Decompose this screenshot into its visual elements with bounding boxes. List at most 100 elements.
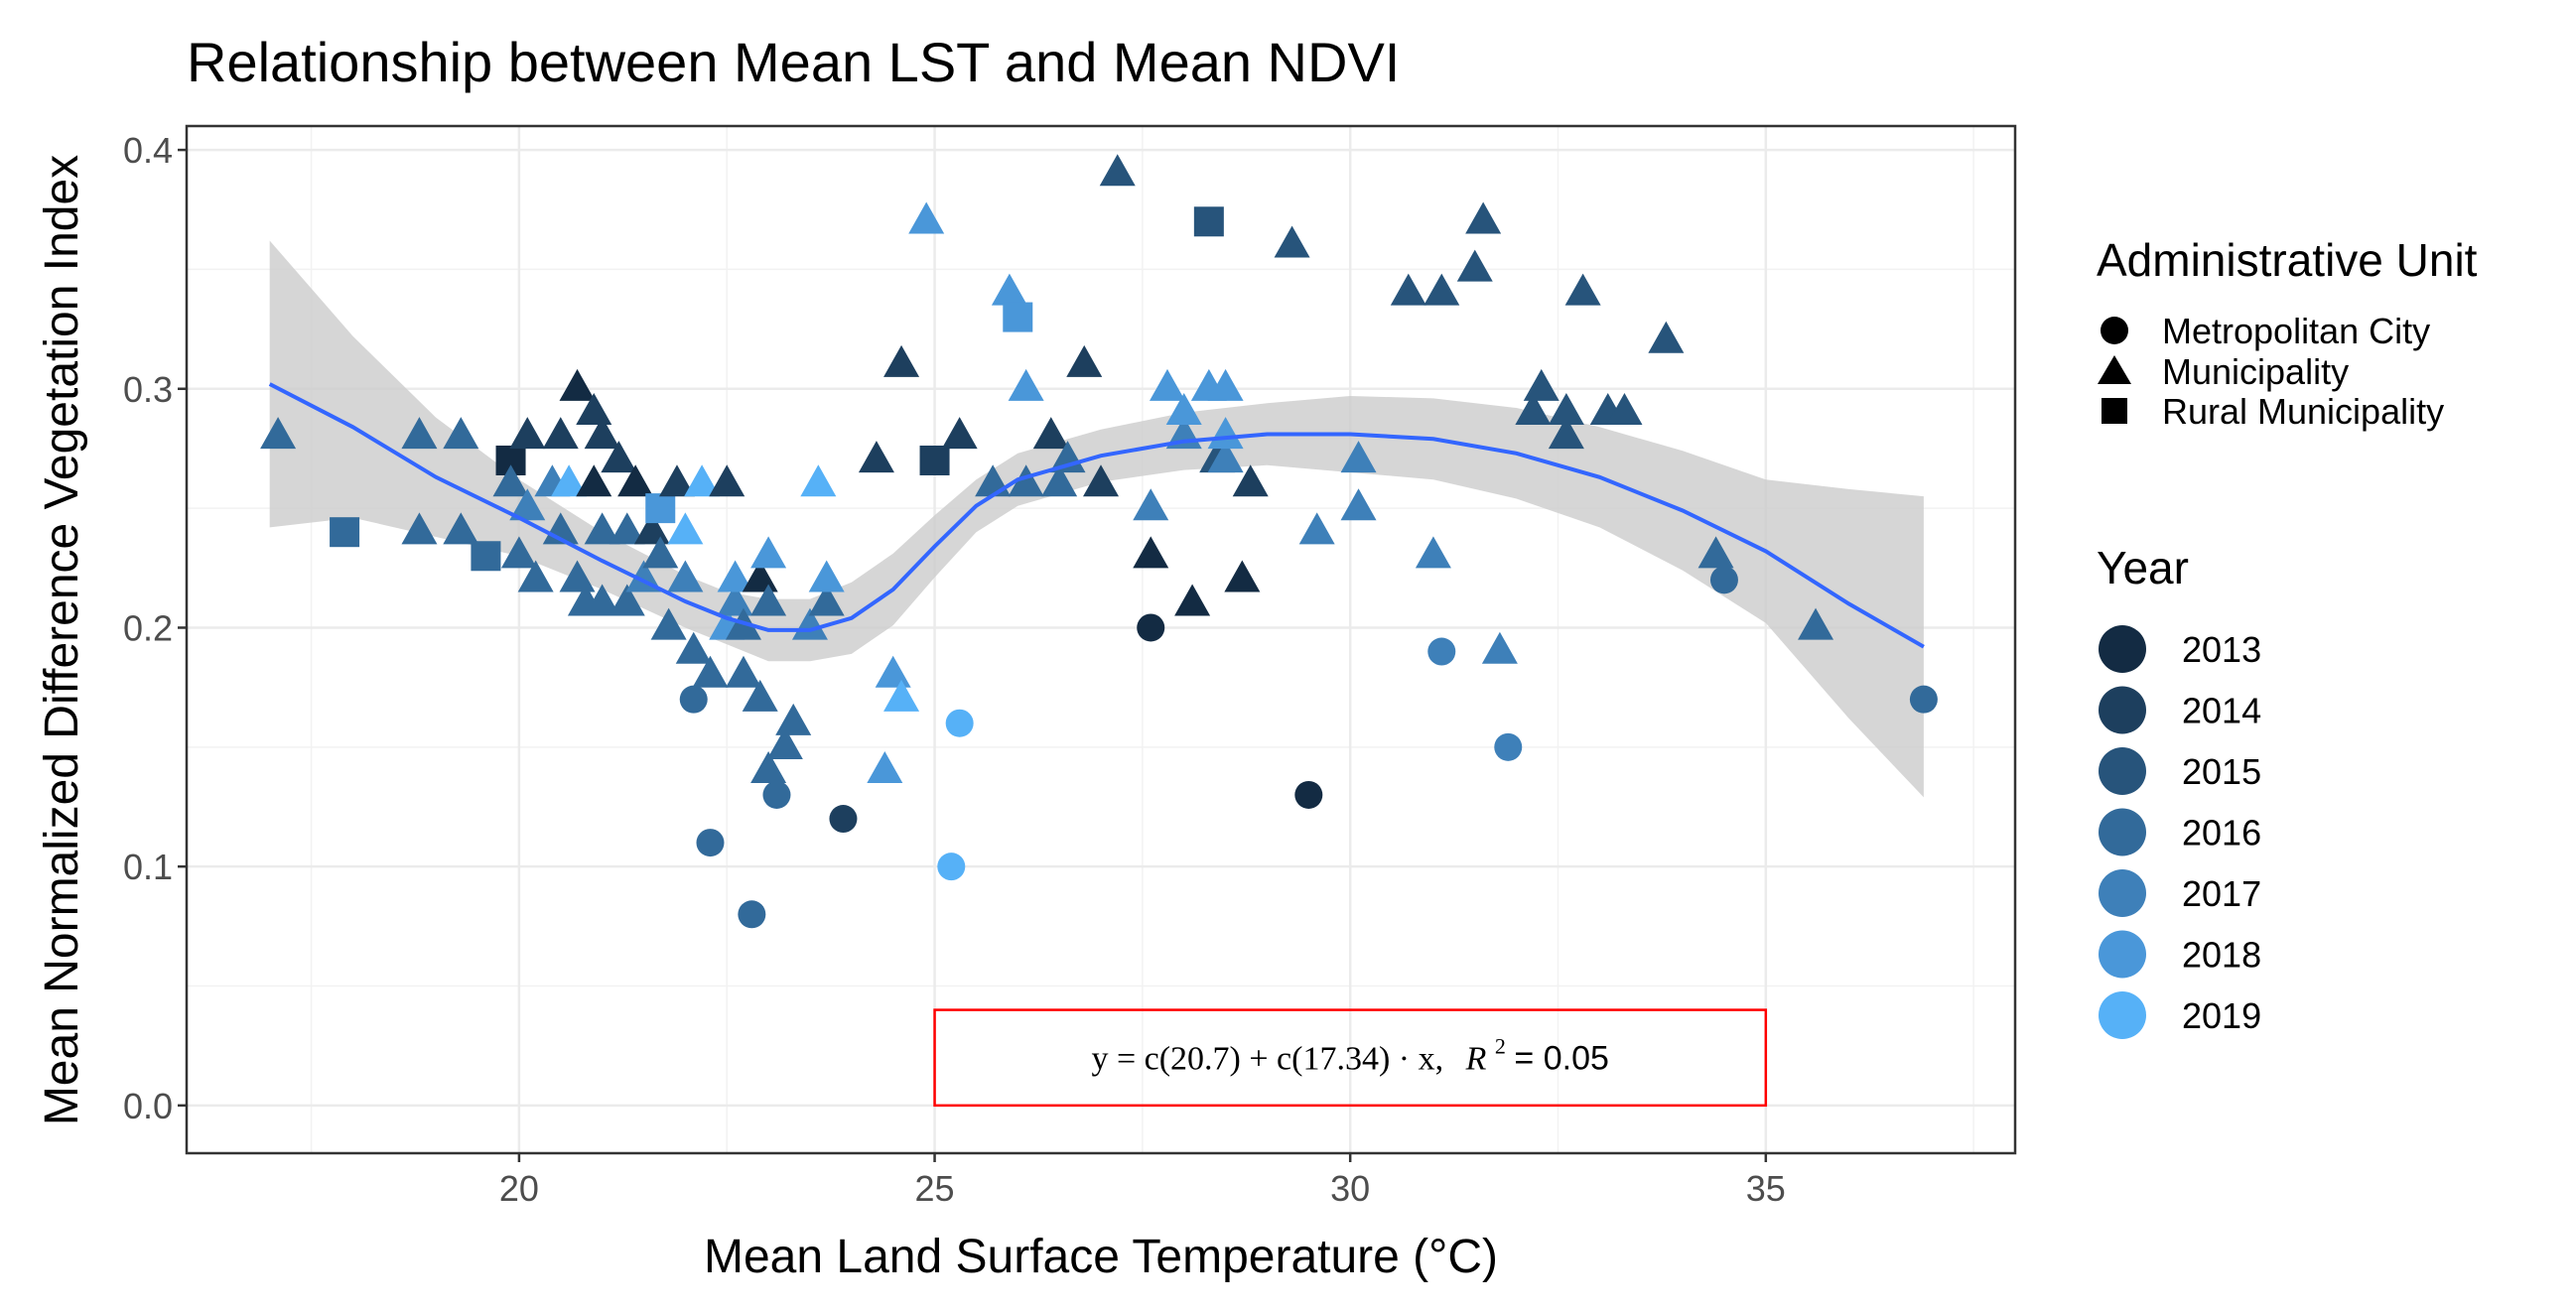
- confidence-ribbon: [269, 240, 1924, 798]
- legend-year-swatch: [2099, 930, 2146, 979]
- point-triangle: [617, 464, 654, 497]
- legend-year-label: 2019: [2182, 995, 2261, 1036]
- legend-year-label: 2015: [2182, 751, 2261, 792]
- y-tick-label: 0.1: [123, 847, 173, 887]
- x-axis-title: Mean Land Surface Temperature (°C): [704, 1231, 1498, 1283]
- point-triangle: [1224, 560, 1261, 592]
- year-legend: 2013 2014 2015 2016 2017 2018 2019: [2099, 625, 2261, 1039]
- panel-border: [185, 124, 2017, 1155]
- equation-text: y = c(20.7) + c(17.34) · x, R 2 = 0.05: [1091, 1025, 1608, 1078]
- point-triangle: [509, 488, 546, 521]
- equation-annotation: y = c(20.7) + c(17.34) · x, R 2 = 0.05: [933, 1008, 1768, 1108]
- point-triangle: [1207, 441, 1244, 473]
- confidence-ribbon-layer: [269, 240, 1924, 798]
- point-triangle: [667, 512, 704, 545]
- point-square: [919, 445, 950, 475]
- equation-prefix: y = c(20.7) + c(17.34) · x,: [1091, 1041, 1443, 1078]
- point-triangle: [1149, 368, 1185, 401]
- y-tick-label: 0.3: [123, 369, 173, 410]
- point-square: [1003, 302, 1033, 332]
- point-triangle: [559, 560, 596, 592]
- point-triangle: [1390, 273, 1426, 306]
- point-circle: [738, 900, 766, 929]
- point-triangle: [1456, 249, 1493, 282]
- point-triangle: [684, 464, 721, 497]
- legend-year-swatch: [2099, 991, 2146, 1039]
- point-triangle: [576, 392, 612, 425]
- point-circle: [937, 853, 966, 881]
- point-circle: [945, 709, 974, 737]
- legend-year-swatch: [2099, 625, 2146, 673]
- point-triangle: [650, 607, 687, 640]
- point-triangle: [500, 536, 537, 569]
- point-triangle: [750, 536, 787, 569]
- legend-year-swatch: [2099, 747, 2146, 795]
- data-points: [260, 154, 1938, 929]
- point-triangle: [742, 679, 778, 712]
- point-triangle: [1548, 417, 1584, 450]
- point-circle: [1137, 613, 1165, 642]
- point-triangle: [1165, 392, 1202, 425]
- point-triangle: [1298, 512, 1335, 545]
- x-tick-label: 30: [1330, 1168, 1370, 1209]
- point-triangle: [750, 751, 787, 784]
- point-triangle: [717, 584, 753, 616]
- point-triangle: [991, 273, 1027, 306]
- point-triangle: [401, 417, 438, 450]
- legend: Administrative Unit Metropolitan City Mu…: [2097, 234, 2478, 1039]
- point-triangle: [1648, 321, 1685, 353]
- legend-year-label: 2017: [2182, 873, 2261, 914]
- chart-title: Relationship between Mean LST and Mean N…: [187, 31, 1400, 93]
- point-triangle: [1232, 464, 1269, 497]
- point-circle: [762, 780, 791, 809]
- point-triangle: [492, 464, 529, 497]
- r-squared-value: = 0.05: [1514, 1040, 1608, 1078]
- point-triangle: [1041, 464, 1078, 497]
- point-circle: [679, 685, 708, 714]
- point-triangle: [775, 703, 812, 735]
- point-triangle: [1066, 344, 1103, 377]
- point-triangle: [1481, 631, 1518, 664]
- point-triangle: [584, 417, 620, 450]
- point-circle: [1294, 780, 1323, 809]
- point-triangle: [1697, 536, 1734, 569]
- legend-square-icon: [2101, 398, 2127, 424]
- point-triangle: [1133, 488, 1169, 521]
- point-triangle: [941, 417, 978, 450]
- y-tick-label: 0.4: [123, 130, 173, 171]
- point-circle: [1494, 732, 1523, 761]
- plot-panel: y = c(20.7) + c(17.34) · x, R 2 = 0.05: [185, 124, 2017, 1155]
- point-triangle: [1083, 464, 1119, 497]
- point-triangle: [542, 417, 579, 450]
- point-triangle: [584, 584, 620, 616]
- point-triangle: [1564, 273, 1601, 306]
- point-triangle: [609, 584, 645, 616]
- legend-shape-label: Municipality: [2162, 351, 2349, 392]
- point-triangle: [875, 655, 911, 688]
- point-triangle: [1548, 392, 1584, 425]
- point-triangle: [692, 655, 729, 688]
- y-tick-label: 0.0: [123, 1086, 173, 1126]
- equation-box: [933, 1008, 1768, 1108]
- point-triangle: [1415, 536, 1451, 569]
- point-triangle: [667, 560, 704, 592]
- point-triangle: [1465, 201, 1502, 234]
- point-triangle: [766, 726, 803, 759]
- point-triangle: [908, 201, 945, 234]
- point-triangle: [725, 655, 761, 688]
- point-triangle: [1523, 368, 1559, 401]
- point-triangle: [1340, 441, 1377, 473]
- x-tick-label: 20: [499, 1168, 539, 1209]
- point-triangle: [1008, 368, 1044, 401]
- point-triangle: [800, 464, 837, 497]
- point-triangle: [1133, 536, 1169, 569]
- point-triangle: [443, 417, 479, 450]
- point-triangle: [260, 417, 297, 450]
- point-triangle: [601, 441, 637, 473]
- point-triangle: [1008, 464, 1044, 497]
- point-triangle: [609, 512, 645, 545]
- point-triangle: [517, 560, 554, 592]
- point-circle: [1427, 637, 1456, 666]
- point-triangle: [742, 560, 778, 592]
- legend-shape-label: Metropolitan City: [2162, 311, 2430, 351]
